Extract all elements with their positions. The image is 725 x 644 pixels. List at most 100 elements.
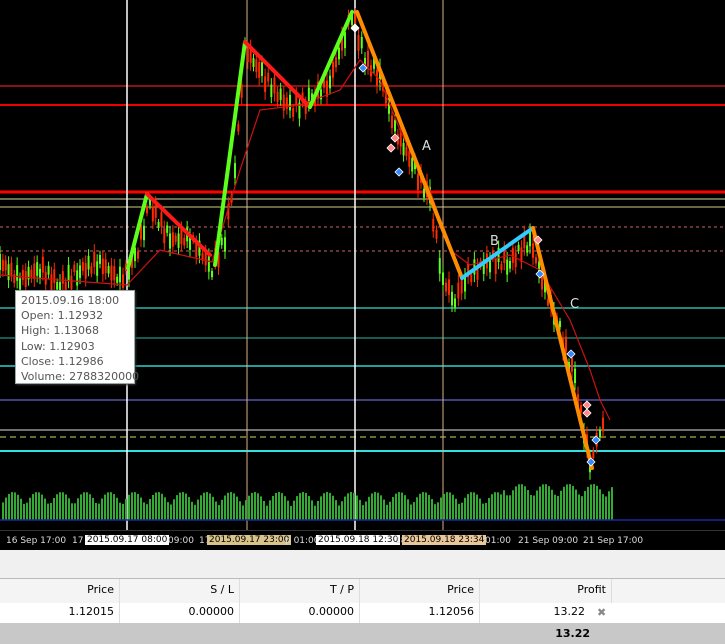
volume-bar <box>536 490 538 520</box>
volume-bar <box>5 497 7 520</box>
header-profit[interactable]: Profit <box>480 579 612 603</box>
candle-body <box>411 157 414 172</box>
candle-body <box>84 263 87 279</box>
volume-bar <box>350 492 352 520</box>
volume-bar <box>539 486 541 520</box>
volume-bar <box>416 497 418 520</box>
candle-body <box>0 254 1 270</box>
volume-bar <box>527 490 529 520</box>
tooltip-date: 2015.09.16 18:00 <box>21 294 120 307</box>
candle-body <box>391 115 393 129</box>
volume-bar <box>371 493 373 520</box>
volume-bar <box>572 485 574 520</box>
volume-bar <box>185 493 187 520</box>
volume-bar <box>341 501 343 520</box>
candle-body <box>520 247 523 262</box>
volume-bar <box>605 496 607 520</box>
tooltip-volume: Volume: 2788320000 <box>21 370 140 384</box>
volume-bar <box>599 489 601 520</box>
candle-body <box>90 266 93 274</box>
candle-body <box>354 13 357 26</box>
volume-bar <box>263 500 265 520</box>
volume-bar <box>146 504 148 520</box>
volume-bar <box>542 484 544 520</box>
volume-bar <box>335 500 337 520</box>
trade-marker-icon <box>533 235 543 245</box>
volume-bar <box>578 494 580 520</box>
candle-body <box>140 224 142 240</box>
candle-body <box>267 72 270 82</box>
volume-bar <box>488 498 490 520</box>
candle-body <box>217 252 220 268</box>
volume-bar <box>176 495 178 520</box>
volume-bar <box>596 485 598 520</box>
candle-body <box>134 247 136 262</box>
candle-tooltip: 2015.09.16 18:00 Open: 1.12932 High: 1.1… <box>15 290 140 384</box>
candle-body <box>448 279 450 295</box>
volume-bar <box>236 496 238 520</box>
candle-body <box>255 59 258 73</box>
volume-bar <box>380 495 382 520</box>
wave-label-b: B <box>490 234 499 249</box>
volume-bar <box>125 498 127 520</box>
header-price[interactable]: Price <box>0 579 120 603</box>
price-chart[interactable]: A B C 2015.09.16 18:00 Open: 1.12932 High:… <box>0 0 725 530</box>
candle-body <box>405 147 408 157</box>
candle-body <box>13 274 16 284</box>
volume-bar <box>452 494 454 520</box>
close-icon[interactable]: ✖ <box>597 606 607 619</box>
candle-body <box>320 89 322 100</box>
volume-bar <box>239 501 241 520</box>
volume-bar <box>80 494 82 520</box>
candle-body <box>146 207 148 214</box>
tooltip-low: Low: 1.12903 <box>21 339 95 353</box>
volume-bar <box>296 496 298 520</box>
volume-bar <box>332 495 334 520</box>
candle-body <box>56 282 59 290</box>
volume-bar <box>584 491 586 520</box>
candle-body <box>154 203 157 218</box>
volume-bar <box>77 498 79 520</box>
volume-bar <box>134 492 136 520</box>
volume-bar <box>464 497 466 520</box>
volume-bar <box>188 497 190 520</box>
volume-bar <box>443 493 445 520</box>
table-row[interactable]: 1.12015 0.00000 0.00000 1.12056 13.22 ✖ <box>0 603 725 623</box>
volume-bar <box>26 502 28 520</box>
volume-bar <box>173 499 175 520</box>
volume-bar <box>224 495 226 520</box>
header-price2[interactable]: Price <box>360 579 480 603</box>
volume-bar <box>89 494 91 520</box>
volume-bar <box>8 493 10 520</box>
header-tp[interactable]: T / P <box>240 579 360 603</box>
candle-body <box>110 265 113 281</box>
volume-bar <box>254 492 256 520</box>
volume-bar <box>347 493 349 520</box>
candle-body <box>526 245 529 253</box>
volume-bar <box>278 492 280 520</box>
volume-bar <box>158 492 160 520</box>
volume-bar <box>206 492 208 520</box>
volume-bar <box>98 503 100 520</box>
volume-bar <box>257 493 259 520</box>
volume-bar <box>212 496 214 520</box>
volume-bar <box>509 495 511 520</box>
candle-body <box>53 269 56 283</box>
header-sl[interactable]: S / L <box>120 579 240 603</box>
candle-body <box>76 270 79 286</box>
volume-bar <box>17 494 19 520</box>
volume-bar <box>47 503 49 520</box>
candle-body <box>160 212 163 227</box>
trade-table: Price S / L T / P Price Profit 1.12015 0… <box>0 578 725 644</box>
candle-body <box>388 97 390 114</box>
candle-body <box>506 259 509 275</box>
total-profit: 13.22 <box>555 627 590 640</box>
candle-body <box>571 357 573 372</box>
candle-body <box>143 225 145 241</box>
time-label: 21 Sep 17:00 <box>583 536 644 546</box>
candle-body <box>367 50 369 67</box>
volume-bar <box>62 492 64 520</box>
volume-bar <box>218 505 220 520</box>
volume-bar <box>557 495 559 520</box>
volume-bar <box>179 492 181 520</box>
